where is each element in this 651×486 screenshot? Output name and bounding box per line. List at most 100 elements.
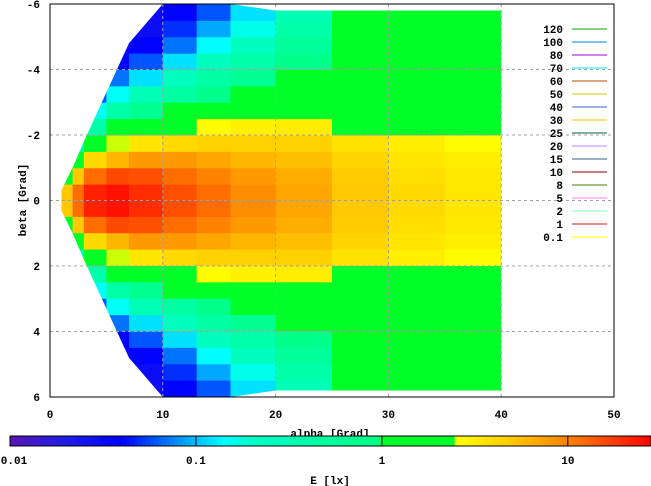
heatmap-cell — [230, 233, 277, 251]
heatmap-cell — [444, 36, 502, 54]
colorbar-segment — [418, 436, 424, 446]
heatmap-cell — [61, 233, 74, 251]
heatmap-cell — [388, 69, 446, 87]
heatmap-cell — [83, 135, 107, 152]
legend-label: 10 — [550, 168, 563, 180]
colorbar-segment — [302, 436, 308, 446]
colorbar-segment — [230, 436, 235, 446]
heatmap-cell — [230, 102, 277, 120]
heatmap-cell — [106, 36, 130, 54]
heatmap-cell — [275, 298, 333, 316]
colorbar-segment — [166, 436, 171, 446]
colorbar-segment — [638, 436, 644, 446]
colorbar-segment — [178, 436, 183, 446]
colorbar-segment — [46, 436, 51, 446]
heatmap-cell — [128, 331, 164, 349]
colorbar-segment — [306, 436, 312, 446]
heatmap-cell — [444, 331, 502, 349]
colorbar-segment — [366, 436, 372, 446]
heatmap-cell — [128, 216, 164, 234]
x-tick-label: 30 — [382, 410, 395, 422]
heatmap-cell — [106, 315, 130, 332]
colorbar-segment — [14, 436, 19, 446]
heatmap-cell — [106, 216, 130, 234]
heatmap-cell — [275, 331, 333, 349]
heatmap-cell — [61, 282, 74, 300]
colorbar-segment — [370, 436, 376, 446]
heatmap-cell — [106, 184, 130, 201]
colorbar-segment — [538, 436, 544, 446]
plot-border — [49, 3, 615, 398]
colorbar-segment — [494, 436, 500, 446]
heatmap-cell — [275, 36, 333, 54]
colorbar-tick-label: 0.1 — [186, 456, 206, 468]
heatmap-cell — [444, 4, 502, 21]
colorbar-segment — [66, 436, 71, 446]
colorbar-segment — [342, 436, 348, 446]
colorbar-segment — [10, 436, 15, 446]
colorbar-segment — [526, 436, 532, 446]
heatmap-cell — [162, 69, 198, 87]
colorbar-segment — [222, 436, 227, 446]
colorbar-segment — [486, 436, 492, 446]
heatmap-cell — [196, 298, 231, 316]
colorbar-segment — [298, 436, 304, 446]
colorbar-segment — [646, 436, 651, 446]
heatmap-cell — [230, 85, 277, 103]
heatmap-cell — [128, 266, 164, 283]
heatmap-cell — [332, 151, 389, 169]
heatmap-cell — [128, 249, 164, 267]
heatmap-cell — [72, 167, 85, 185]
colorbar-segment — [446, 436, 452, 446]
heatmap-cell — [275, 151, 333, 169]
heatmap-cell — [444, 266, 502, 283]
colorbar-tick-label: 1 — [379, 456, 386, 468]
heatmap-cell — [72, 36, 85, 54]
colorbar-segment — [110, 436, 115, 446]
heatmap-cell — [162, 380, 198, 397]
legend-label: 2 — [556, 207, 563, 219]
colorbar-segment — [218, 436, 223, 446]
heatmap-cell — [230, 266, 277, 283]
colorbar-segment — [30, 436, 35, 446]
colorbar-segment — [594, 436, 600, 446]
heatmap-cell — [162, 233, 198, 251]
heatmap-cell — [83, 184, 107, 201]
colorbar-segment — [226, 436, 231, 446]
heatmap-cell — [388, 216, 446, 234]
colorbar-segment — [622, 436, 628, 446]
heatmap-cell — [388, 135, 446, 152]
heatmap-cell — [72, 282, 85, 300]
heatmap-cell — [83, 200, 107, 218]
heatmap-cell — [61, 4, 74, 21]
colorbar-segment — [402, 436, 408, 446]
heatmap-cell — [61, 69, 74, 87]
colorbar-segment — [238, 436, 243, 446]
colorbar-segment — [122, 436, 127, 446]
heatmap-cell — [388, 53, 446, 70]
heatmap-cell — [230, 118, 277, 136]
colorbar-segment — [186, 436, 191, 446]
heatmap-cell — [72, 216, 85, 234]
colorbar-segment — [82, 436, 87, 446]
y-tick-label: 6 — [33, 393, 40, 405]
heatmap-cell — [332, 315, 389, 332]
legend-label: 60 — [550, 77, 563, 89]
colorbar-segment — [94, 436, 99, 446]
heatmap-cell — [275, 102, 333, 120]
heatmap-cell — [332, 282, 389, 300]
heatmap-cell — [128, 53, 164, 70]
heatmap-cell — [332, 135, 389, 152]
heatmap-cell — [332, 4, 389, 21]
heatmap-cell — [388, 233, 446, 251]
heatmap-cell — [230, 53, 277, 70]
colorbar-segment — [346, 436, 352, 446]
heatmap-cell — [388, 36, 446, 54]
heatmap-cell — [196, 380, 231, 397]
heatmap-cell — [230, 216, 277, 234]
heatmap-cell — [196, 216, 231, 234]
heatmap-cell — [106, 347, 130, 365]
heatmap-cell — [388, 167, 446, 185]
heatmap-cell — [388, 364, 446, 382]
heatmap-cell — [61, 266, 74, 283]
